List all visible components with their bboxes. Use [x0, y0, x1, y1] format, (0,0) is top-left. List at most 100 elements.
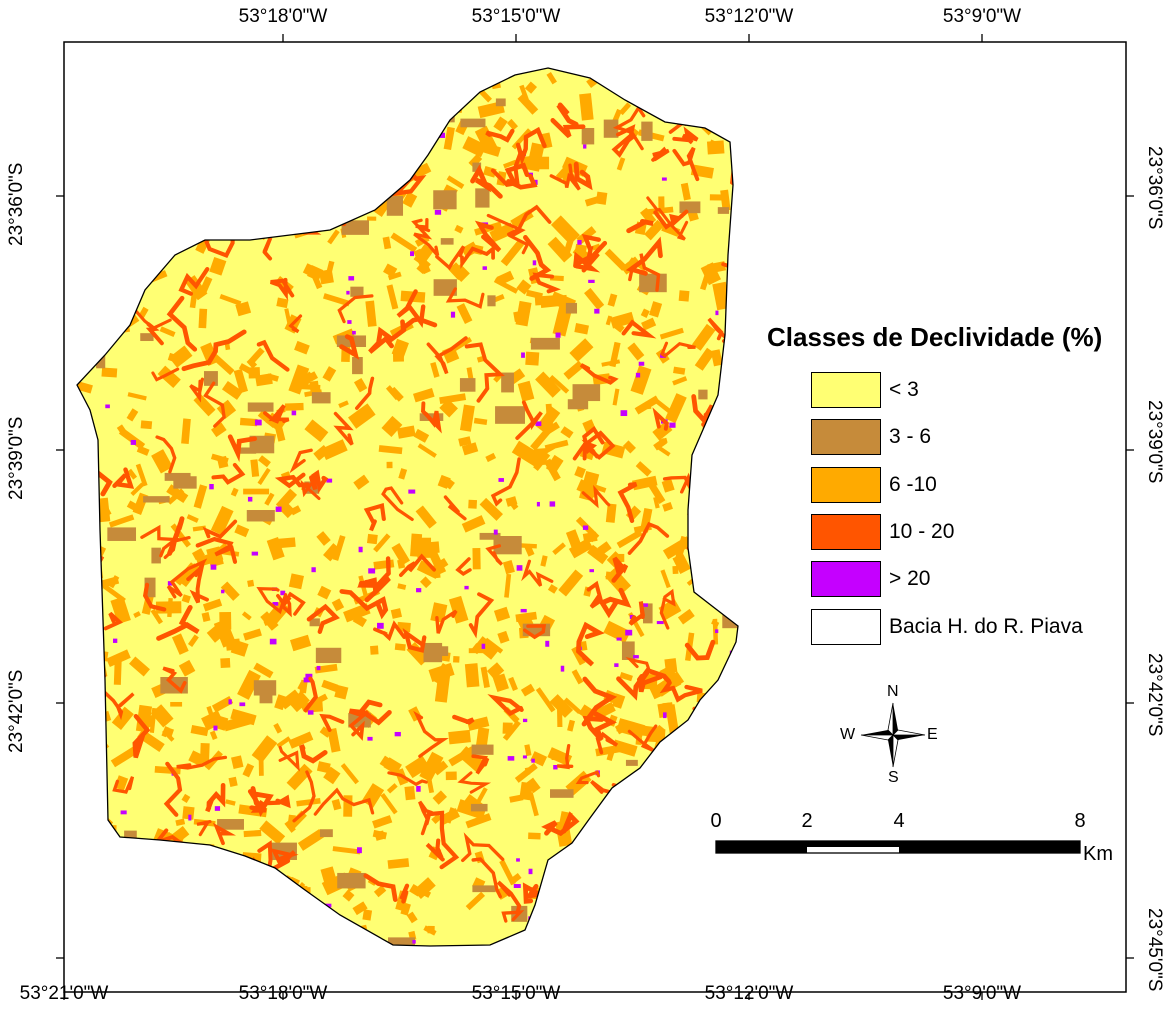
- slope-cell: [370, 645, 379, 655]
- slope-cell: [348, 122, 370, 152]
- slope-cell: [192, 169, 200, 176]
- slope-cell: [134, 170, 151, 191]
- slope-cell: [178, 859, 197, 872]
- slope-cell: [486, 662, 505, 680]
- slope-cell: [440, 238, 454, 245]
- slope-cell: [460, 118, 486, 128]
- slope-cell: [288, 314, 303, 334]
- slope-cell: [102, 584, 126, 603]
- slope-cell: [684, 68, 706, 95]
- slope-cell: [126, 500, 142, 513]
- slope-cell: [205, 782, 226, 813]
- slope-cell: [219, 294, 242, 306]
- slope-cell: [715, 310, 719, 316]
- slope-cell: [231, 81, 258, 105]
- slope-cell: [405, 755, 430, 779]
- slope-cell: [590, 931, 607, 942]
- slope-cell: [579, 93, 594, 121]
- slope-cell: [453, 655, 460, 663]
- slope-cell: [425, 769, 435, 794]
- slope-cell: [124, 263, 132, 273]
- slope-cell: [407, 88, 420, 105]
- slope-cell: [317, 585, 332, 600]
- slope-cell: [682, 772, 693, 784]
- slope-cell: [686, 510, 705, 534]
- slope-cell: [77, 661, 99, 674]
- slope-cell: [715, 591, 738, 614]
- slope-cell: [267, 373, 279, 382]
- scale-tick-label: 8: [1074, 810, 1086, 832]
- slope-cell: [109, 118, 122, 134]
- slope-cell: [107, 527, 137, 541]
- slope-cell: [323, 293, 351, 307]
- slope-cell: [404, 129, 422, 158]
- slope-cell: [270, 109, 285, 132]
- slope-cell: [390, 608, 403, 619]
- slope-cell: [448, 729, 471, 745]
- slope-cell: [412, 939, 416, 944]
- legend-swatch: [811, 372, 881, 408]
- slope-cell: [703, 560, 708, 566]
- slope-cell: [568, 538, 593, 559]
- slope-cell: [264, 905, 281, 928]
- slope-cell: [459, 404, 475, 432]
- slope-cell: [531, 758, 535, 763]
- slope-cell: [114, 775, 129, 791]
- slope-cell: [616, 718, 646, 739]
- slope-cell: [435, 245, 466, 271]
- slope-cell: [166, 840, 191, 870]
- slope-cell: [129, 656, 150, 677]
- slope-cell: [439, 132, 446, 138]
- slope-cell: [614, 663, 619, 667]
- slope-cell: [169, 859, 175, 866]
- slope-cell: [556, 701, 563, 728]
- slope-cell: [339, 924, 368, 936]
- slope-cell: [344, 162, 360, 183]
- slope-cell: [181, 418, 191, 445]
- slope-cell: [177, 68, 189, 82]
- slope-cell: [181, 594, 191, 604]
- slope-cell: [732, 556, 738, 568]
- slope-cell: [216, 455, 229, 469]
- slope-cell: [732, 248, 738, 261]
- slope-cell: [370, 75, 400, 102]
- slope-cell: [716, 530, 730, 548]
- slope-cell: [528, 832, 541, 840]
- slope-cell: [134, 156, 162, 181]
- slope-cell: [659, 680, 703, 703]
- slope-cell: [243, 829, 262, 838]
- slope-cell: [659, 327, 684, 340]
- slope-cell: [649, 301, 663, 318]
- slope-cell: [274, 472, 310, 489]
- slope-cell: [211, 696, 234, 713]
- slope-cell: [111, 706, 134, 731]
- slope-cell: [708, 706, 713, 713]
- slope-cell: [632, 475, 658, 491]
- bottom-lon-label: 53°21'0"W: [19, 983, 109, 1004]
- slope-cell: [162, 666, 187, 694]
- slope-cell: [590, 858, 621, 887]
- slope-cell: [334, 684, 349, 700]
- slope-cell: [495, 98, 506, 107]
- slope-cell: [567, 399, 589, 410]
- slope-cell: [646, 773, 655, 779]
- slope-cell: [296, 798, 321, 807]
- legend-label: > 20: [889, 567, 931, 590]
- slope-cell: [444, 478, 455, 490]
- slope-cell: [627, 521, 670, 555]
- slope-cell: [387, 271, 402, 281]
- slope-cell: [720, 68, 738, 85]
- slope-cell: [281, 148, 298, 156]
- slope-cell: [617, 481, 638, 524]
- legend-item: 3 - 6: [811, 419, 931, 455]
- slope-cell: [77, 210, 88, 225]
- slope-cell: [172, 922, 192, 942]
- slope-cell: [695, 521, 738, 591]
- slope-cell: [309, 618, 320, 627]
- slope-cell: [611, 556, 629, 583]
- slope-cell: [679, 201, 701, 214]
- slope-cell: [154, 197, 165, 208]
- slope-cell: [533, 451, 551, 471]
- slope-cell: [362, 909, 373, 921]
- slope-cell: [660, 569, 671, 589]
